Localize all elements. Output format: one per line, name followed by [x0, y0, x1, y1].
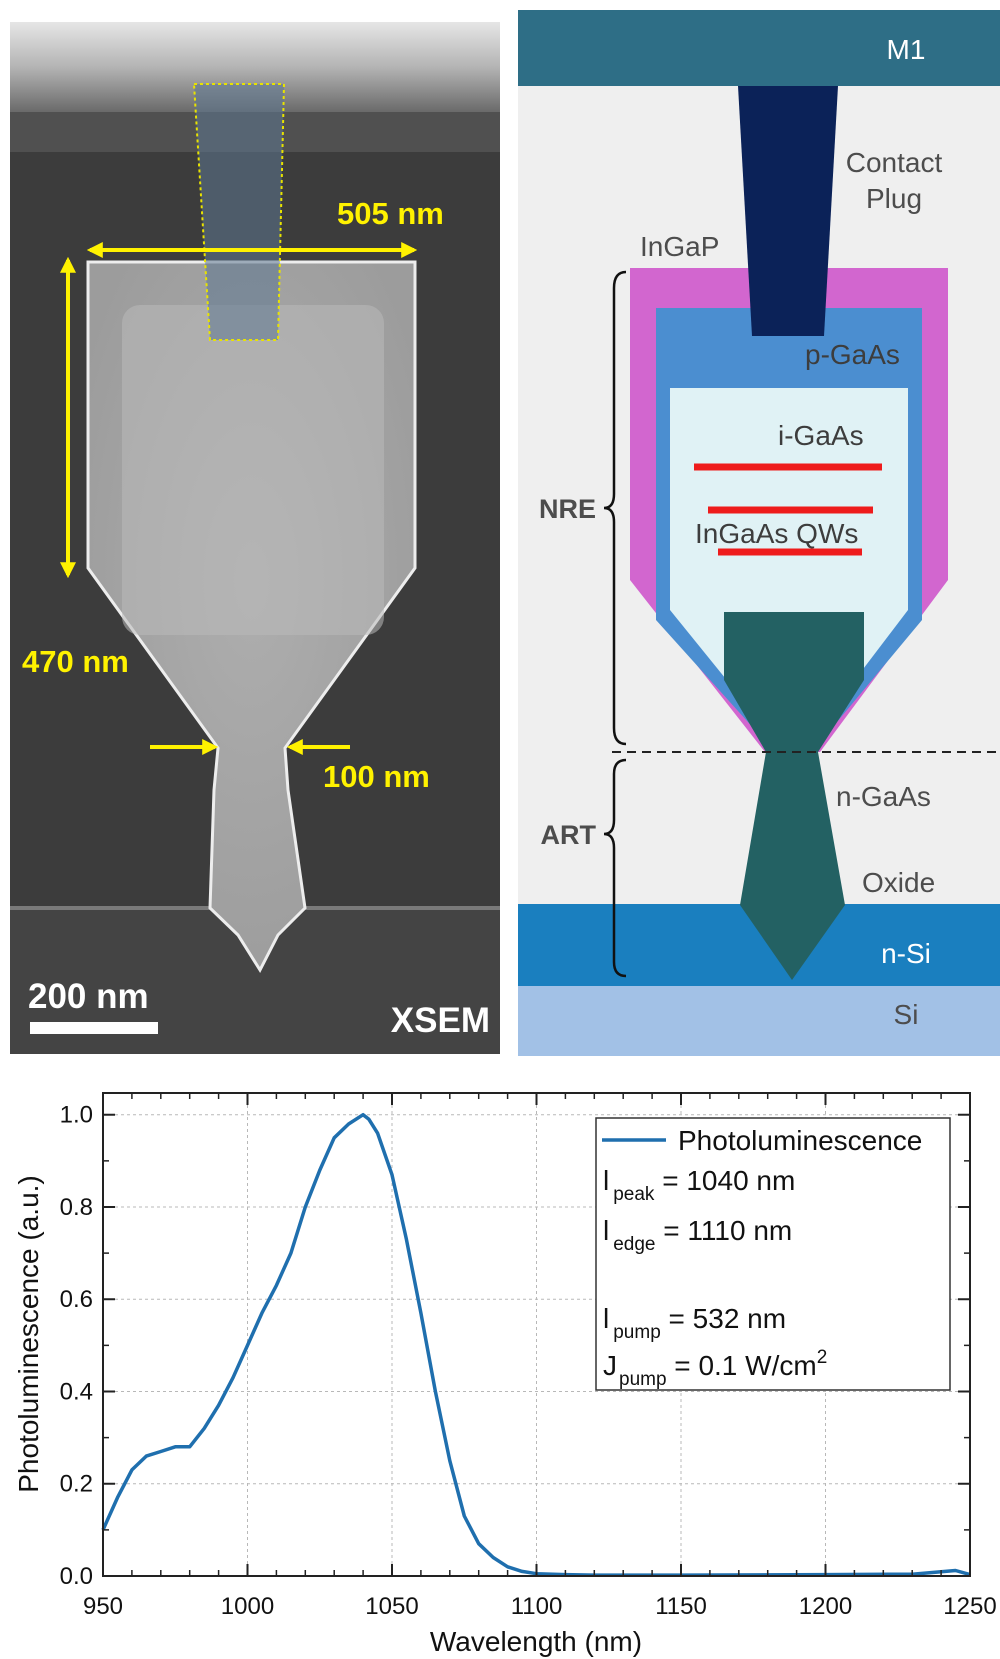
x-tick-label: 1150 — [655, 1593, 707, 1620]
contact-plug — [738, 86, 838, 336]
nsi-label: n-Si — [881, 938, 931, 969]
x-tick-labels: 950 1000 1050 1100 1150 1200 1250 — [83, 1593, 997, 1620]
x-tick-label: 1250 — [943, 1593, 996, 1620]
x-tick-label: 1100 — [511, 1593, 563, 1620]
pl-series-line — [101, 1112, 971, 1577]
dim-width-label: 505 nm — [337, 196, 444, 231]
y-tick-label: 0.0 — [60, 1563, 93, 1590]
qws-label: InGaAs QWs — [695, 518, 858, 549]
m1-label: M1 — [887, 34, 926, 65]
x-axis-label: Wavelength (nm) — [430, 1626, 642, 1657]
sem-contact-outline — [192, 83, 286, 341]
dim-neck-label: 100 nm — [323, 759, 430, 794]
m1-layer — [518, 10, 1000, 86]
oxide-label: Oxide — [862, 867, 935, 898]
pgaas-label: p-GaAs — [805, 339, 900, 370]
legend: Photoluminescence l peak = 1040 nm l edge … — [595, 1117, 951, 1391]
ngaas-label: n-GaAs — [836, 781, 931, 812]
annotation-lambda-peak: l peak = 1040 nm — [603, 1165, 795, 1205]
pl-chart: 950 1000 1050 1100 1150 1200 1250 0.0 0.2 0.4 0.6… — [13, 1092, 997, 1657]
y-tick-label: 0.6 — [60, 1286, 93, 1313]
si-layer — [518, 986, 1000, 1056]
y-tick-label: 0.2 — [60, 1471, 93, 1498]
art-brace — [603, 758, 627, 978]
xsem-label: XSEM — [391, 1001, 490, 1040]
annotation-lambda-edge: l edge = 1110 nm — [603, 1215, 792, 1255]
x-tick-label: 1050 — [365, 1593, 418, 1620]
x-tick-label: 1000 — [221, 1593, 274, 1620]
sem-panel: 505 nm 470 nm 100 nm 200 nm XSEM — [10, 22, 500, 1054]
y-tick-label: 0.4 — [60, 1378, 93, 1405]
scale-bar — [30, 1022, 158, 1034]
annotation-lambda-pump: l pump = 532 nm — [603, 1303, 786, 1343]
legend-box — [595, 1117, 951, 1391]
dim-height-label: 470 nm — [22, 644, 129, 679]
x-tick-label: 1200 — [799, 1593, 852, 1620]
nre-brace — [603, 270, 627, 746]
y-tick-labels: 0.0 0.2 0.4 0.6 0.8 1.0 — [60, 1102, 93, 1590]
si-label: Si — [894, 999, 919, 1030]
ngaas-core — [724, 612, 864, 980]
sem-inner-region — [122, 305, 384, 635]
legend-series-name: Photoluminescence — [678, 1125, 922, 1156]
y-tick-label: 0.8 — [60, 1194, 93, 1221]
contact-label-2: Plug — [866, 183, 922, 214]
schematic-panel: M1 Contact Plug InGaP p-GaAs i-GaAs InGa… — [518, 10, 1000, 1056]
axis-ticks — [102, 1093, 971, 1577]
scale-bar-label: 200 nm — [28, 977, 149, 1016]
nre-label: NRE — [539, 494, 596, 524]
igaas-label: i-GaAs — [778, 420, 864, 451]
ingap-label: InGaP — [640, 231, 719, 262]
y-tick-label: 1.0 — [60, 1102, 93, 1129]
art-label: ART — [541, 820, 597, 850]
contact-label-1: Contact — [846, 147, 943, 178]
y-axis-label: Photoluminescence (a.u.) — [13, 1175, 44, 1493]
x-tick-label: 950 — [83, 1593, 123, 1620]
